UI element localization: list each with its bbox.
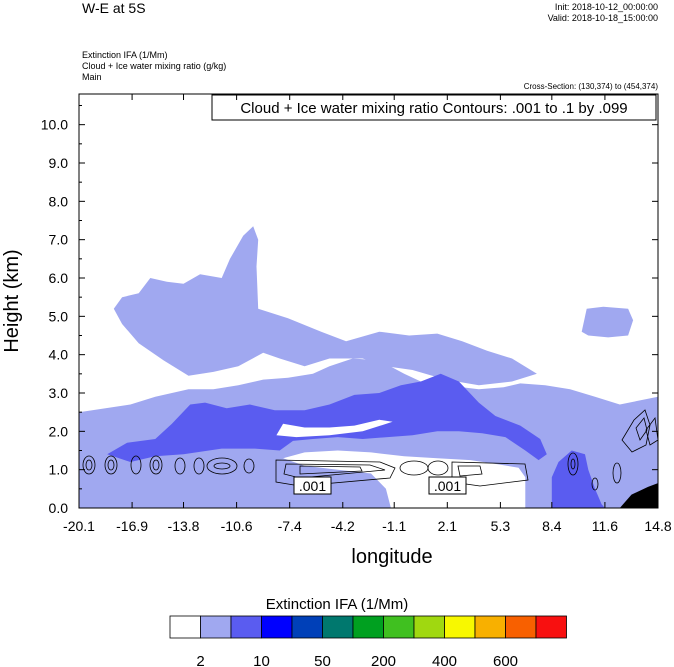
x-tick-label: 5.3 [491,518,511,534]
x-tick-label: -1.1 [382,518,406,534]
y-tick-label: 0.0 [49,500,69,516]
x-tick-label: -7.4 [278,518,302,534]
contour-line [149,455,163,475]
x-axis-label: longitude [351,546,432,568]
x-tick-label: -16.9 [116,518,148,534]
contour-line [299,465,363,475]
colorbar-swatch [322,615,354,639]
time-info: Init: 2018-10-12_00:00:00 Valid: 2018-10… [548,2,658,24]
y-tick-label: 5.0 [49,308,69,324]
contour-line [591,477,599,491]
colorbar-swatch [474,615,506,639]
terrain-region [619,483,658,508]
contour-line [85,459,93,471]
contour-line [206,457,238,475]
colorbar-swatch [200,615,232,639]
y-axis-label: Height (km) [1,249,23,352]
contour-line [457,465,483,477]
y-tick-label: 4.0 [49,347,69,363]
field-label-main: Main [82,72,102,82]
y-tick-label: 10.0 [41,117,68,133]
y-tick-label: 2.0 [49,423,69,439]
contour-value-labels: .001 .001 [293,476,467,495]
contour-value-label: .001 [434,478,461,494]
extinction-10-50-region [107,373,547,462]
colorbar-swatch [383,615,415,639]
colorbar-label: 600 [493,653,518,667]
colorbar-label: 200 [371,653,396,667]
extinction-below-2-region [276,419,393,438]
contour-info-box [211,94,657,121]
x-tick-label: 14.8 [644,518,671,534]
y-tick-label: 9.0 [49,155,69,171]
colorbar-swatch [505,615,537,639]
init-time: Init: 2018-10-12_00:00:00 [554,2,658,12]
cross-section-label: Cross-Section: (130,374) to (454,374) [523,82,658,91]
contour-label-box [293,476,332,495]
contour-info-label: Cloud + Ice water mixing ratio Contours:… [240,100,627,117]
contour-line [427,460,449,476]
extinction-2-10-region [113,226,537,386]
y-tick-label: 1.0 [49,462,69,478]
colorbar-swatch [352,615,384,639]
contour-line [570,458,576,470]
colorbar-swatch [535,615,567,639]
colorbar-swatch [444,615,476,639]
plot-frame [78,93,659,509]
field-label-extinction: Extinction IFA (1/Mm) [82,50,168,60]
y-tick-label: 8.0 [49,193,69,209]
contour-line [104,455,118,475]
contour-line [243,458,255,474]
extinction-2-10-region [581,306,634,338]
contour-line [82,455,96,475]
colorbar-label: 10 [253,653,270,667]
colorbar: 2 10 50 200 400 600 [169,615,567,667]
contour-line [193,457,205,475]
contour-value-label: .001 [299,478,326,494]
extinction-10-50-region [551,450,605,508]
contour-label-box [428,476,467,495]
contour-line [174,457,186,475]
contour-line [130,455,142,475]
contour-line [635,417,648,441]
x-tick-label: 2.1 [438,518,458,534]
colorbar-swatch [413,615,445,639]
field-label-cloud: Cloud + Ice water mixing ratio (g/kg) [82,61,227,71]
colorbar-title: Extinction IFA (1/Mm) [265,596,409,613]
contour-line [275,459,396,487]
axis-ticks: -20.1 -16.9 -13.8 -10.6 -7.4 -4.2 -1.1 2.1 5.3 8.… [41,94,672,534]
y-tick-label: 6.0 [49,270,69,286]
extinction-fill-layer [79,226,658,508]
x-tick-label: 8.4 [542,518,562,534]
contour-line [152,459,160,471]
colorbar-swatch [261,615,293,639]
x-tick-label: -13.8 [168,518,200,534]
colorbar-label: 400 [432,653,457,667]
valid-time: Valid: 2018-10-18_15:00:00 [547,13,658,23]
contour-line [612,462,622,484]
contour-line [645,416,658,446]
colorbar-swatch [230,615,262,639]
colorbar-swatch [169,615,201,639]
page-title: W-E at 5S [82,0,146,16]
y-tick-label: 7.0 [49,232,69,248]
y-tick-label: 3.0 [49,385,69,401]
contour-line [213,462,231,470]
x-tick-label: -4.2 [331,518,355,534]
x-tick-label: 11.6 [592,518,618,534]
contour-layer [82,409,658,491]
contour-line [283,463,386,479]
contour-line [567,452,579,476]
x-tick-label: -10.6 [221,518,253,534]
x-tick-label: -20.1 [63,518,95,534]
contour-line [107,459,115,471]
colorbar-label: 2 [196,653,204,667]
extinction-2-10-region [147,301,164,319]
colorbar-swatch [291,615,323,639]
colorbar-label: 50 [314,653,331,667]
